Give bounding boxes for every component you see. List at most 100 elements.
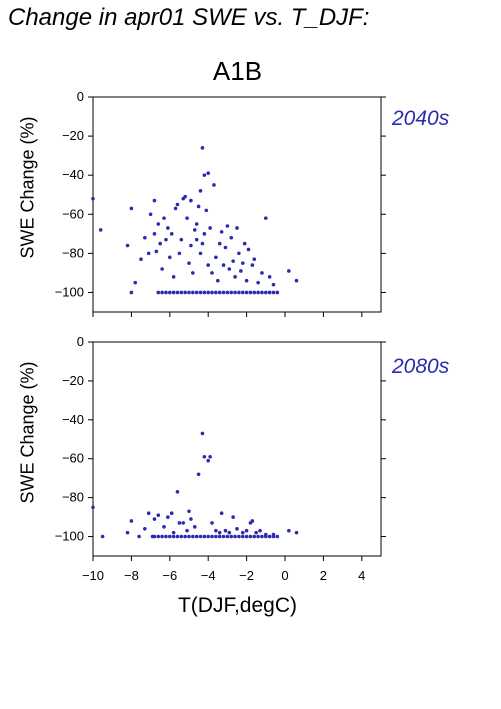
data-point xyxy=(240,290,245,295)
data-point xyxy=(264,534,268,539)
data-point xyxy=(256,280,260,285)
data-point xyxy=(179,237,184,242)
data-point xyxy=(177,521,182,525)
data-point xyxy=(152,534,157,539)
data-point xyxy=(164,290,168,295)
data-point xyxy=(223,245,228,250)
data-point xyxy=(194,290,199,295)
data-point xyxy=(225,534,230,539)
y-tick-label: −80 xyxy=(62,245,84,260)
data-point xyxy=(287,269,291,273)
data-point xyxy=(214,528,218,533)
x-tick-label: 2 xyxy=(320,568,327,583)
data-point xyxy=(214,534,218,539)
data-point xyxy=(244,278,249,283)
data-point xyxy=(242,241,247,246)
data-point xyxy=(91,196,95,201)
data-point xyxy=(237,251,241,256)
data-point xyxy=(156,534,161,539)
data-point xyxy=(214,255,218,260)
data-point xyxy=(175,290,180,295)
data-point xyxy=(250,519,255,523)
data-point xyxy=(206,534,210,539)
data-point xyxy=(189,243,193,248)
data-point xyxy=(210,271,214,275)
data-point xyxy=(237,290,241,295)
data-point xyxy=(179,290,184,295)
data-point xyxy=(187,509,191,514)
data-point xyxy=(221,263,226,267)
y-tick-label: −60 xyxy=(62,451,84,466)
data-point xyxy=(194,222,199,226)
data-point xyxy=(219,230,224,234)
data-point xyxy=(252,290,257,295)
data-point xyxy=(208,454,212,459)
data-point xyxy=(231,259,235,263)
data-point xyxy=(250,263,255,267)
x-tick-label: −10 xyxy=(82,568,104,583)
data-point xyxy=(171,290,176,295)
data-point xyxy=(183,534,187,539)
y-tick-label: −20 xyxy=(62,373,84,388)
data-point xyxy=(206,458,210,463)
data-point xyxy=(244,528,249,533)
data-point xyxy=(179,534,184,539)
period-label-2080s: 2080s xyxy=(392,355,450,378)
data-point xyxy=(137,534,141,539)
data-point xyxy=(191,290,195,295)
data-point xyxy=(200,431,205,436)
data-point xyxy=(152,232,157,236)
data-point xyxy=(237,534,241,539)
data-point xyxy=(198,251,203,256)
data-point xyxy=(267,290,272,295)
data-point xyxy=(248,534,253,539)
data-point xyxy=(168,290,172,295)
y-tick-label: 0 xyxy=(77,89,84,104)
data-point xyxy=(221,534,226,539)
x-tick-label: −2 xyxy=(239,568,254,583)
data-point xyxy=(206,171,210,176)
data-point xyxy=(202,454,207,459)
data-point xyxy=(235,526,239,531)
data-point xyxy=(221,290,226,295)
data-point xyxy=(240,530,245,535)
y-tick-label: 0 xyxy=(77,334,84,349)
data-point xyxy=(143,235,147,240)
data-point xyxy=(256,534,260,539)
data-point xyxy=(171,275,176,279)
data-point xyxy=(214,290,218,295)
data-point xyxy=(200,241,205,246)
data-point xyxy=(260,271,264,275)
data-point xyxy=(100,534,105,539)
data-point xyxy=(216,278,220,283)
data-point xyxy=(168,255,172,260)
data-point xyxy=(133,280,138,285)
data-point xyxy=(275,534,280,539)
data-point xyxy=(192,228,197,232)
data-point xyxy=(267,275,272,279)
data-point xyxy=(158,241,162,246)
data-point xyxy=(202,173,207,177)
data-point xyxy=(189,517,193,521)
data-point xyxy=(202,290,207,295)
data-point xyxy=(146,511,151,515)
data-point xyxy=(294,278,299,283)
page-title: Change in apr01 SWE vs. T_DJF: xyxy=(8,4,370,31)
x-tick-label: −8 xyxy=(124,568,139,583)
data-point xyxy=(156,222,161,226)
data-point xyxy=(173,206,178,211)
data-point xyxy=(129,519,134,523)
data-point xyxy=(258,528,262,533)
data-point xyxy=(181,521,186,525)
data-point xyxy=(260,290,264,295)
y-tick-label: −80 xyxy=(62,490,84,505)
data-point xyxy=(210,290,214,295)
data-point xyxy=(156,513,161,517)
data-point xyxy=(152,517,157,521)
data-point xyxy=(183,290,187,295)
y-tick-label: −20 xyxy=(62,128,84,143)
data-point xyxy=(231,515,235,519)
data-point xyxy=(210,534,214,539)
data-point xyxy=(185,528,189,533)
data-point xyxy=(148,212,153,217)
